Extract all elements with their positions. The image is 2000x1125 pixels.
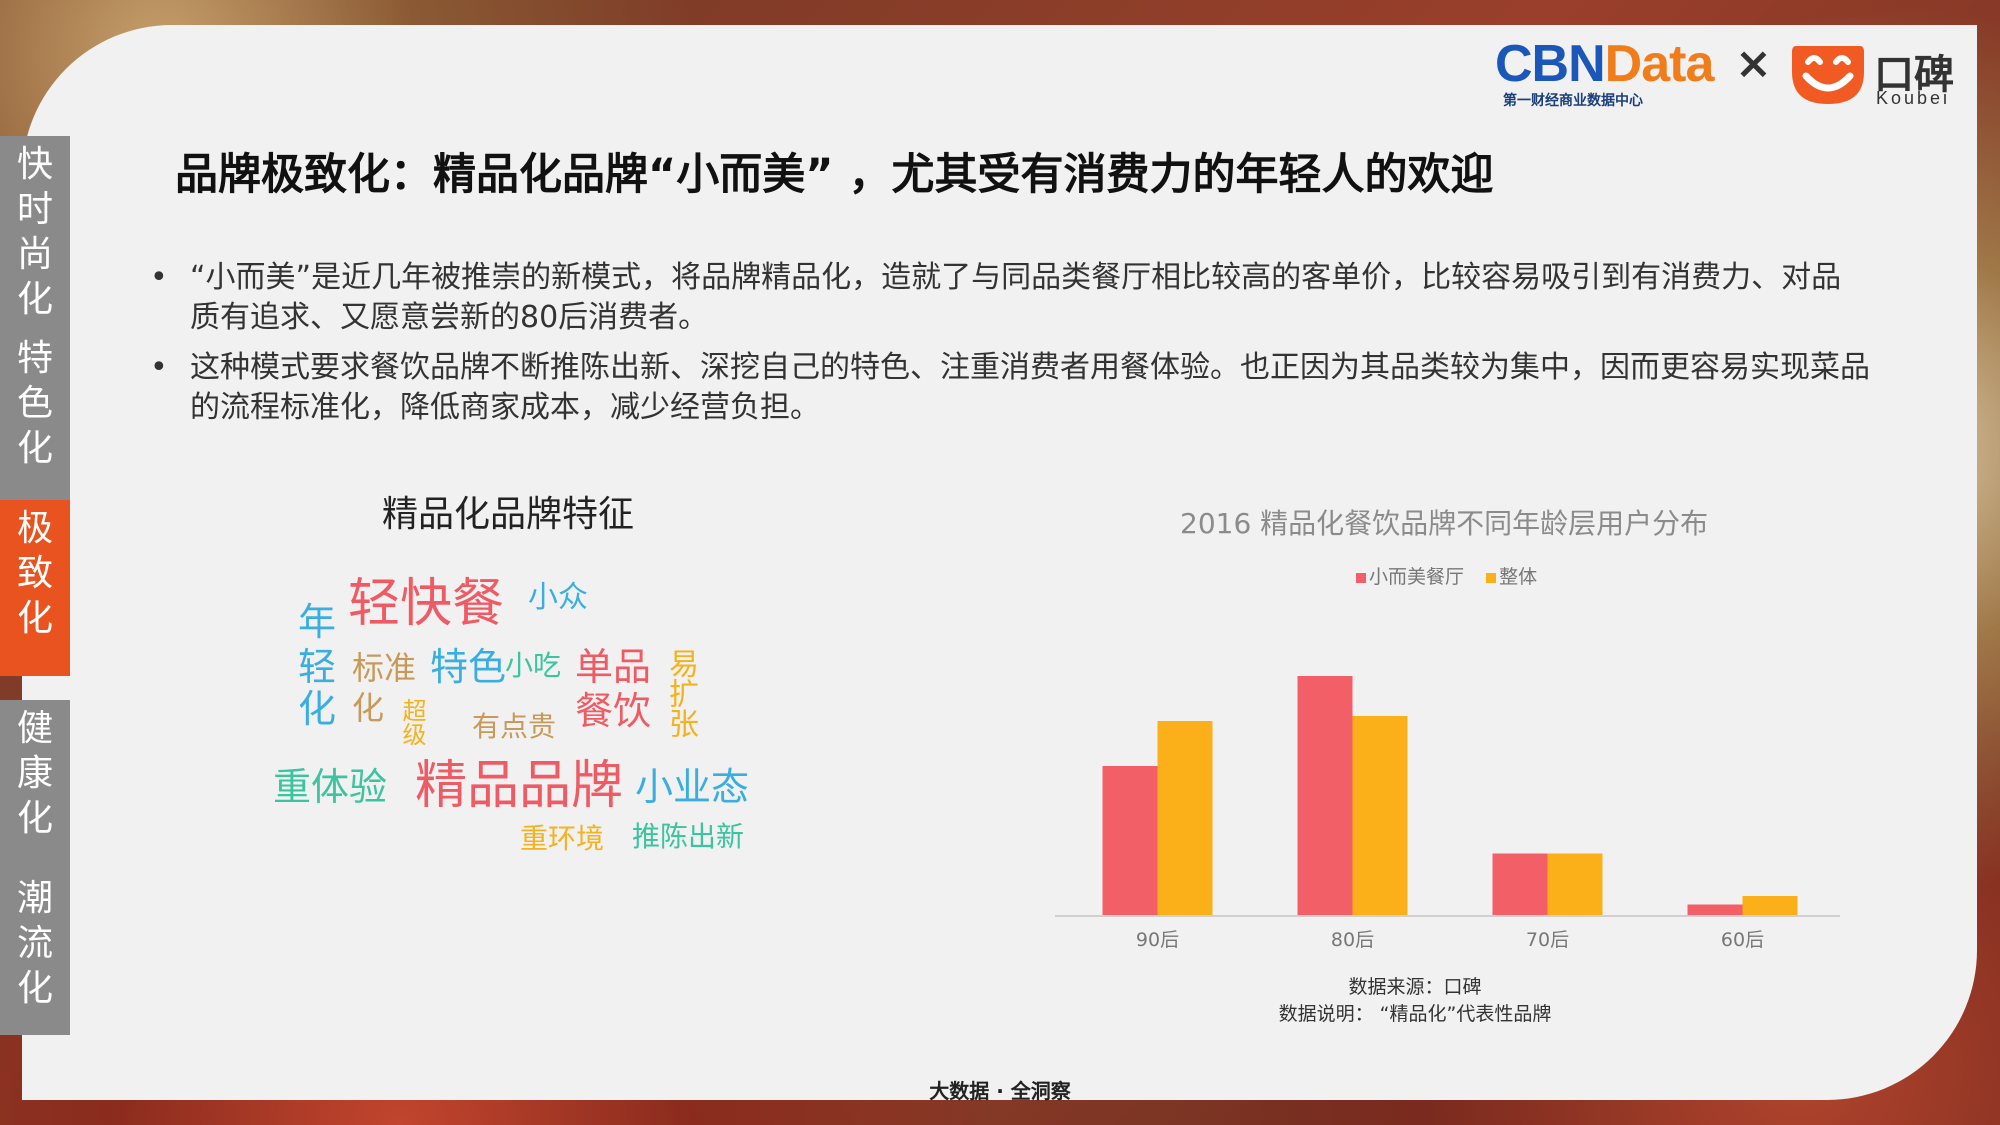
x-tick-label: 60后 — [1721, 929, 1764, 951]
wordcloud-word: 小吃 — [505, 649, 562, 682]
sidebar-tab-char: 快 — [16, 144, 53, 185]
wordcloud-word: 化 — [298, 687, 337, 731]
wordcloud-word: 特色 — [430, 645, 507, 689]
bar-xiaoermei — [1492, 853, 1548, 916]
wordcloud-word: 标准 — [352, 649, 417, 687]
bar-overall — [1352, 716, 1408, 916]
wordcloud-word: 单品 — [575, 645, 652, 689]
sidebar-tab-char: 健 — [16, 708, 53, 749]
page-title: 品牌极致化：精品化品牌“小而美” ，尤其受有消费力的年轻人的欢迎 — [175, 150, 1494, 200]
wordcloud-word: 推陈出新 — [632, 820, 745, 853]
data-source: 数据来源：口碑 — [1348, 976, 1482, 998]
wordcloud-word: 精品品牌 — [415, 756, 624, 816]
bar-xiaoermei — [1102, 766, 1158, 916]
chart-title: 2016 精品化餐饮品牌不同年龄层用户分布 — [1180, 507, 1709, 540]
koubei-en: Koubei — [1876, 88, 1951, 108]
x-tick-label: 80后 — [1331, 929, 1374, 951]
chart-legend: 小而美餐厅 整体 — [1356, 562, 1553, 589]
wordcloud-word: 易扩张 — [663, 648, 698, 738]
sidebar-tab-char: 化 — [16, 968, 53, 1009]
bar-overall — [1547, 853, 1603, 916]
wordcloud-word: 化 — [352, 689, 385, 727]
bullet-item: “小而美”是近几年被推崇的新模式，将品牌精品化，造就了与同品类餐厅相比较高的客单… — [150, 258, 1870, 338]
bar-overall — [1157, 721, 1213, 916]
wordcloud-word: 重体验 — [273, 765, 388, 809]
sidebar-tab[interactable]: 快时尚化 — [0, 136, 70, 330]
legend-swatch — [1486, 572, 1497, 583]
sidebar-tab[interactable]: 特色化 — [0, 330, 70, 500]
wordcloud-word: 餐饮 — [575, 689, 652, 733]
cbn-subtitle: 第一财经商业数据中心 — [1503, 93, 1643, 109]
sidebar-tab-char: 化 — [16, 598, 53, 639]
koubei-name: 口碑 — [1874, 52, 1954, 98]
sidebar-tab-char: 尚 — [16, 234, 53, 275]
sidebar-tab-char: 极 — [16, 508, 53, 549]
sidebar-tab-char: 化 — [16, 279, 53, 320]
legend-swatch — [1356, 572, 1366, 583]
wordcloud-word: 轻 — [298, 645, 337, 689]
wordcloud-word: 小业态 — [635, 765, 750, 809]
sidebar-tab-char: 时 — [16, 189, 53, 230]
sidebar-tab-char: 潮 — [16, 878, 53, 919]
sidebar-tab[interactable]: 潮流化 — [0, 870, 70, 1035]
data-note: 数据说明： “精品化”代表性品牌 — [1278, 1003, 1552, 1025]
legend-label: 小而美餐厅 — [1369, 566, 1465, 588]
wordcloud-word: 年 — [298, 600, 337, 644]
sidebar-tab[interactable]: 极致化 — [0, 500, 70, 676]
slide-card — [22, 25, 1977, 1100]
bullet-list: “小而美”是近几年被推崇的新模式，将品牌精品化，造就了与同品类餐厅相比较高的客单… — [150, 258, 1870, 438]
sidebar-tab-char: 特 — [16, 338, 53, 379]
wordcloud-word: 有点贵 — [472, 710, 557, 743]
sidebar-tab-char: 康 — [16, 753, 53, 794]
koubei-logo: 口碑 Koubei — [1790, 42, 1954, 112]
times-sign: × — [1735, 38, 1772, 89]
sidebar-tab-char: 致 — [16, 553, 53, 594]
cbndata-logo: CBNData 第一财经商业数据中心 — [1495, 35, 1715, 110]
koubei-smile-icon — [1792, 46, 1864, 104]
bar-xiaoermei — [1297, 676, 1353, 916]
bar-chart: 90后 80后 70后 60后 — [1055, 676, 1840, 951]
sidebar-tab[interactable]: 健康化 — [0, 700, 70, 870]
wordcloud-word: 重环境 — [520, 822, 605, 855]
wordcloud-word: 轻快餐 — [348, 574, 505, 634]
legend-item: 小而美餐厅 — [1356, 562, 1464, 589]
sidebar-tab-char: 色 — [16, 383, 53, 424]
sidebar-tab-char: 流 — [16, 923, 53, 964]
sidebar-tab-char: 化 — [16, 798, 53, 839]
bar-xiaoermei — [1687, 904, 1743, 916]
bullet-item: 这种模式要求餐饮品牌不断推陈出新、深挖自己的特色、注重消费者用餐体验。也正因为其… — [150, 348, 1870, 428]
wordcloud-title: 精品化品牌特征 — [382, 494, 635, 535]
wordcloud-word: 超级 — [398, 698, 426, 746]
bar-overall — [1742, 896, 1798, 916]
legend-item: 整体 — [1486, 562, 1537, 589]
x-tick-label: 70后 — [1526, 929, 1569, 951]
legend-label: 整体 — [1499, 566, 1538, 588]
cbn-text: CBN — [1495, 35, 1606, 93]
x-tick-label: 90后 — [1136, 929, 1179, 951]
wordcloud-word: 小众 — [528, 580, 588, 615]
data-text: Data — [1604, 35, 1715, 93]
footer-slogan: 大数据 · 全洞察 — [929, 1079, 1071, 1103]
sidebar-tab-char: 化 — [16, 428, 53, 469]
